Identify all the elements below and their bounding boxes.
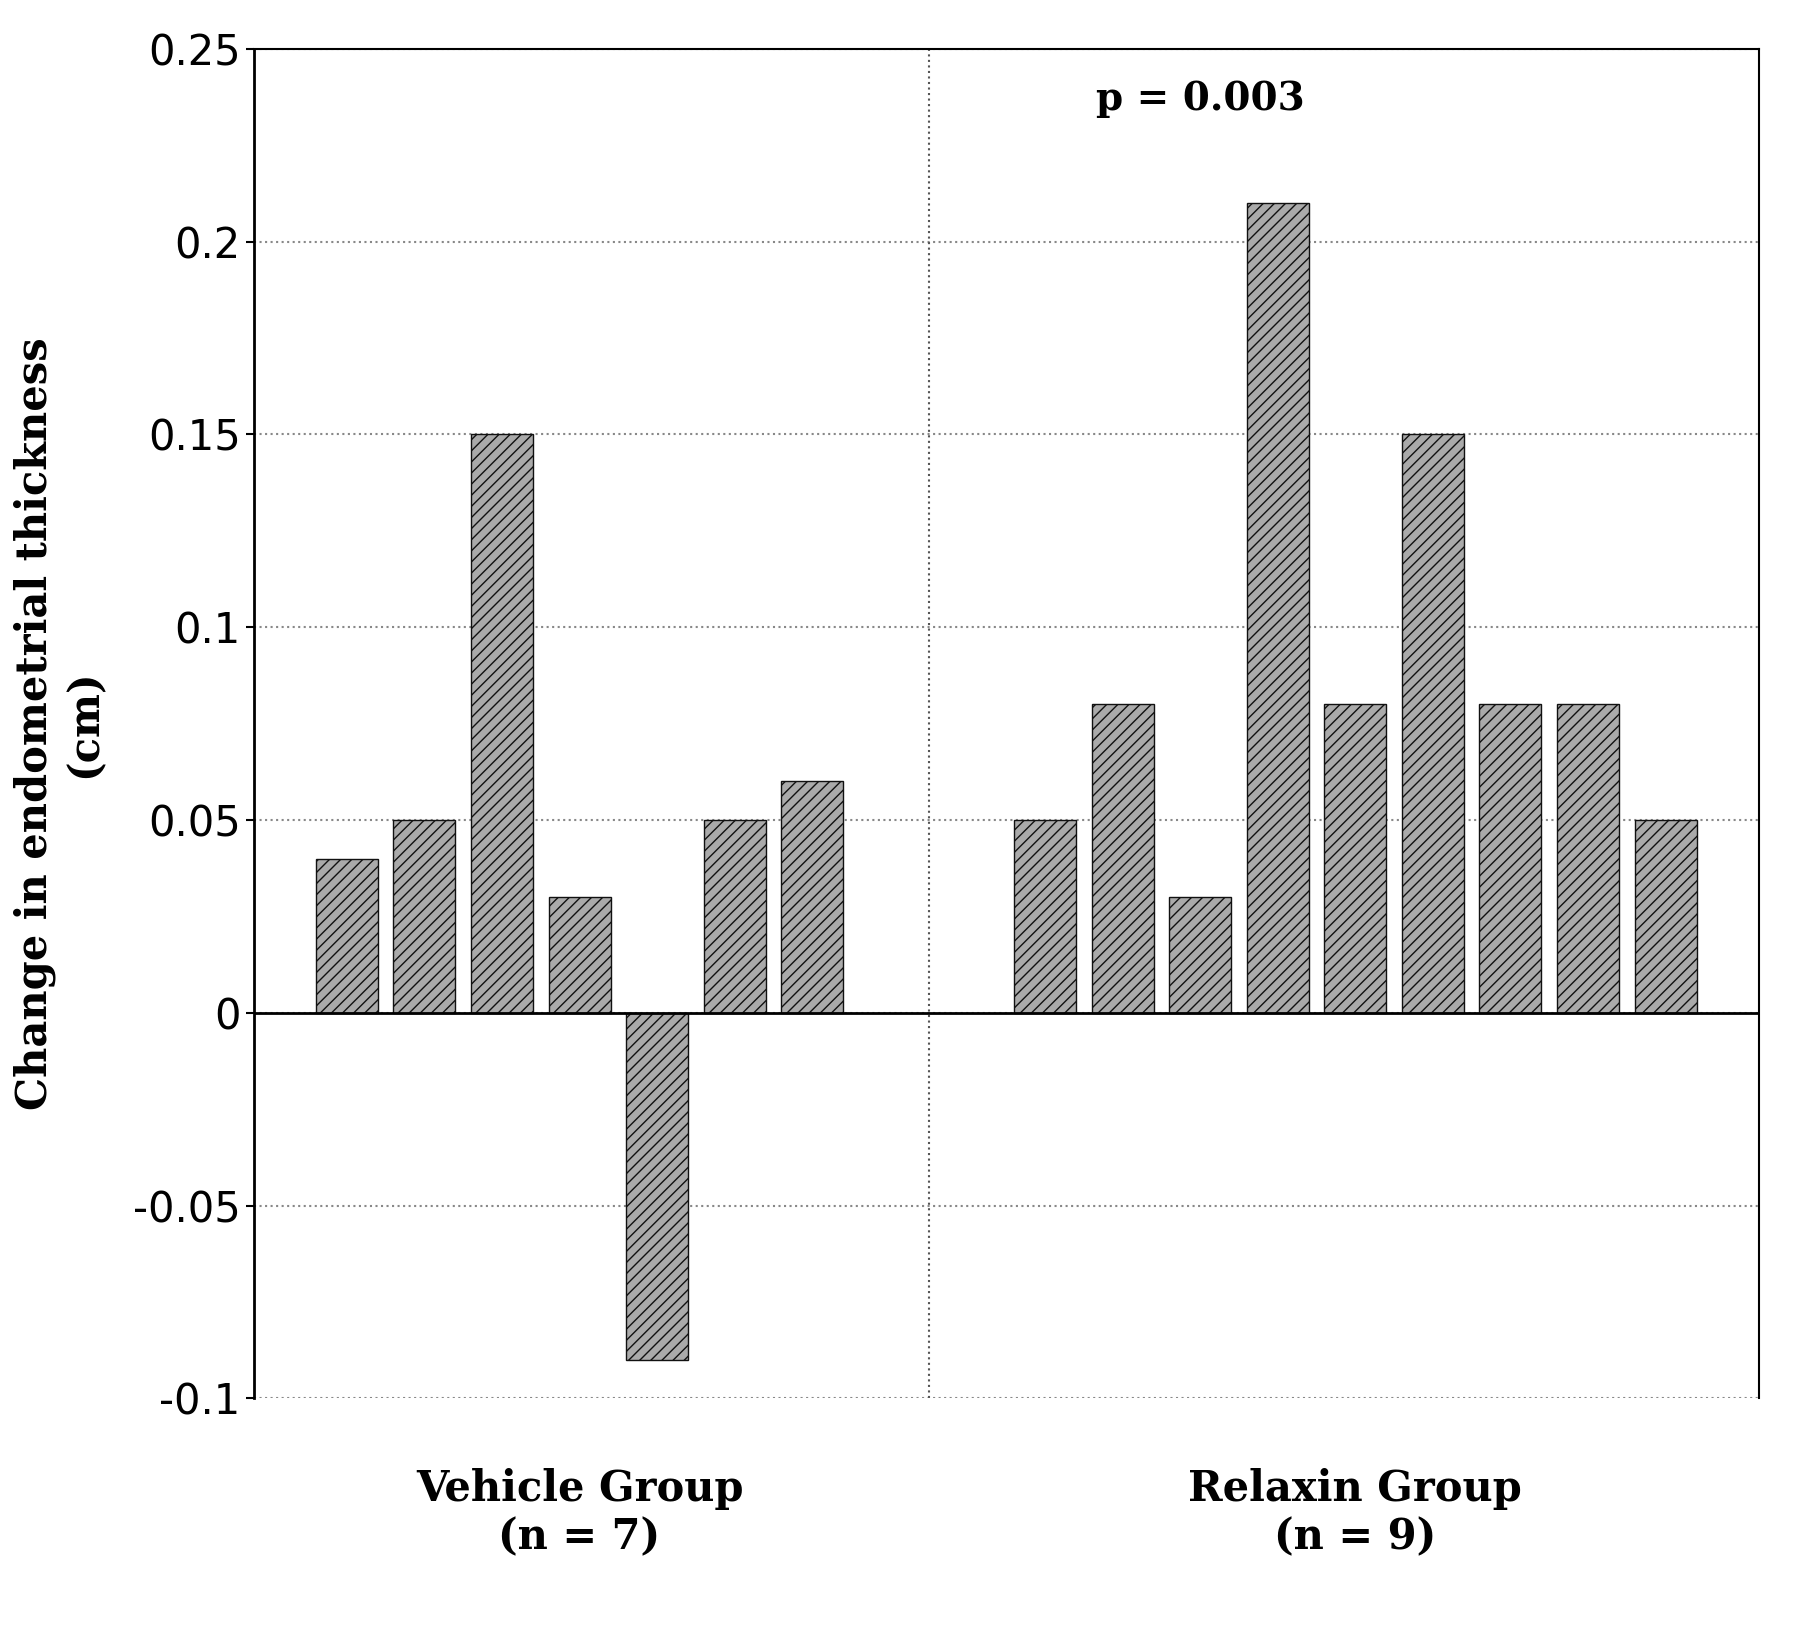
Bar [1247, 203, 1309, 1013]
Bar [471, 434, 533, 1013]
Bar [1013, 820, 1077, 1013]
Text: Vehicle Group
(n = 7): Vehicle Group (n = 7) [415, 1468, 743, 1558]
Bar [625, 1013, 689, 1359]
Bar [1169, 898, 1231, 1013]
Bar [1323, 704, 1387, 1013]
Bar [703, 820, 765, 1013]
Bar [1557, 704, 1619, 1013]
Bar [1091, 704, 1153, 1013]
Text: Relaxin Group
(n = 9): Relaxin Group (n = 9) [1188, 1468, 1523, 1558]
Bar [393, 820, 455, 1013]
Text: p = 0.003: p = 0.003 [1095, 80, 1305, 119]
Y-axis label: Change in endometrial thickness
(cm): Change in endometrial thickness (cm) [15, 337, 105, 1111]
Bar [549, 898, 611, 1013]
Bar [1635, 820, 1697, 1013]
Bar [1479, 704, 1541, 1013]
Bar [781, 782, 843, 1013]
Bar [315, 859, 377, 1013]
Bar [1401, 434, 1463, 1013]
